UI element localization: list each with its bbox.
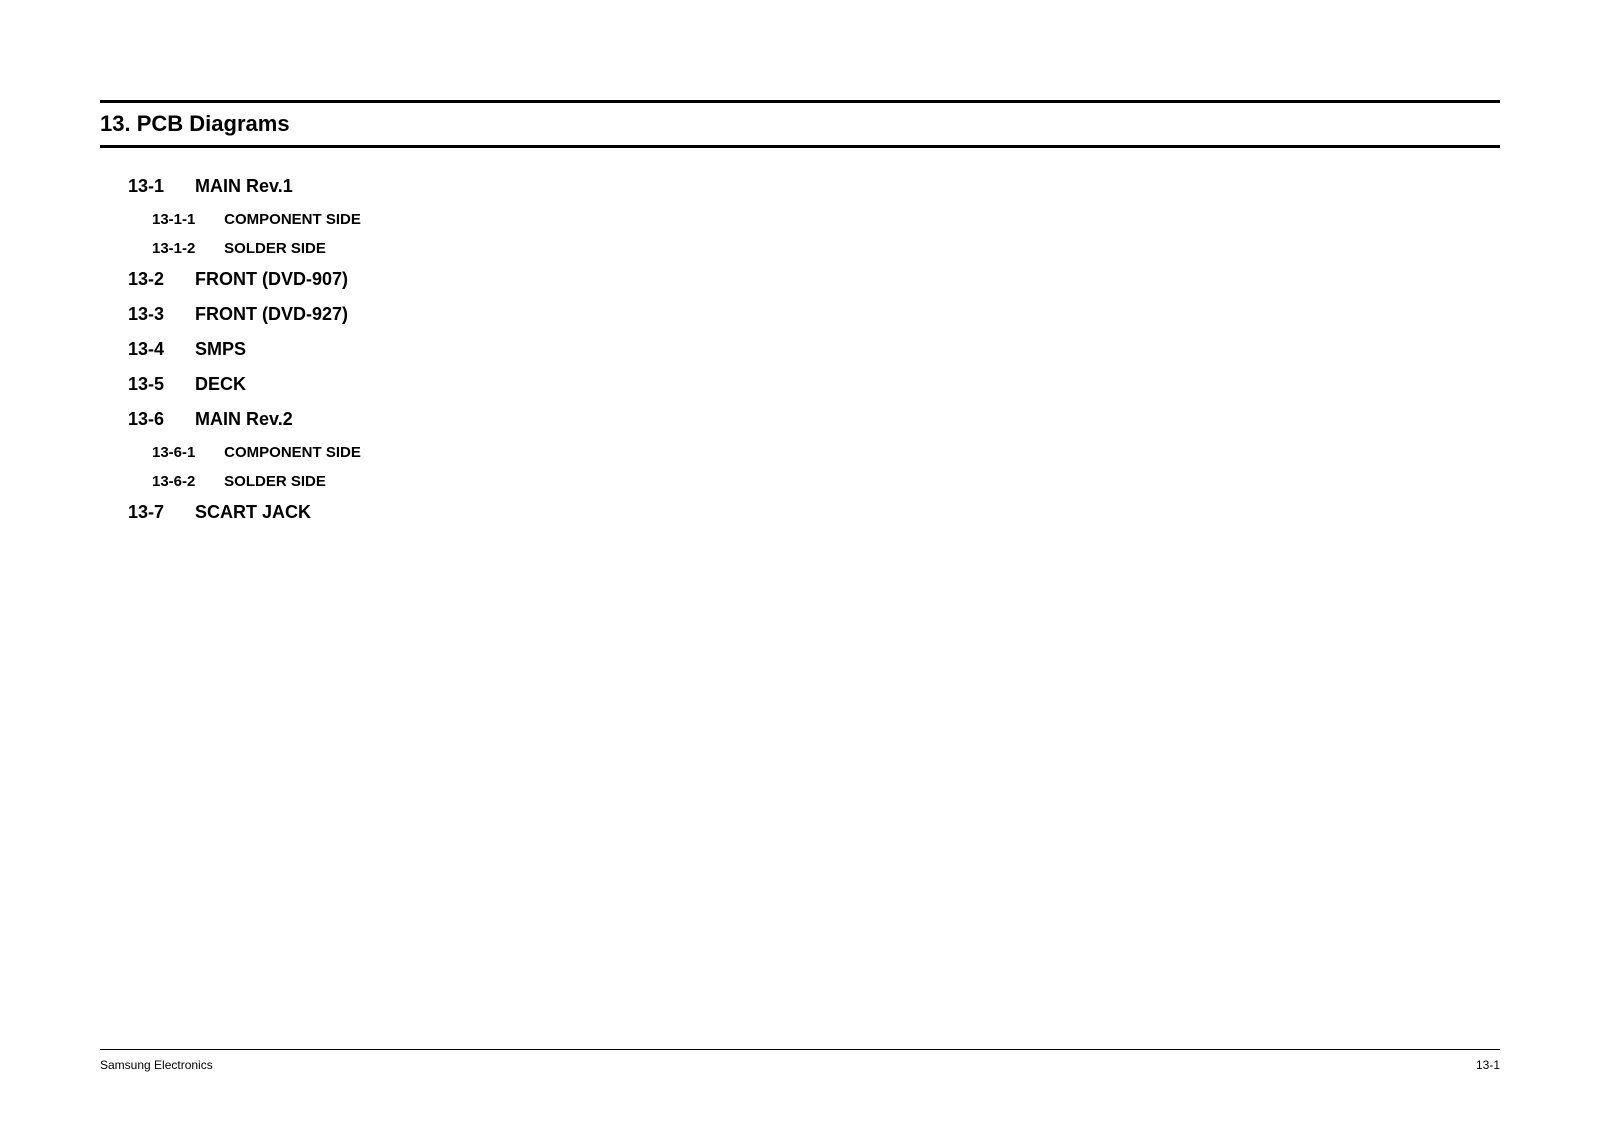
toc-item: 13-4 SMPS — [128, 339, 1500, 360]
toc-number: 13-7 — [128, 502, 190, 523]
toc-item: 13-5 DECK — [128, 374, 1500, 395]
toc-label: COMPONENT SIDE — [224, 444, 361, 461]
toc-item: 13-7 SCART JACK — [128, 502, 1500, 523]
toc-item: 13-3 FRONT (DVD-927) — [128, 304, 1500, 325]
toc-label: FRONT (DVD-927) — [195, 304, 348, 324]
footer-left: Samsung Electronics — [100, 1058, 213, 1072]
toc-number: 13-1 — [128, 176, 190, 197]
toc-number: 13-1-1 — [152, 211, 220, 228]
toc-subitem: 13-1-2 SOLDER SIDE — [128, 240, 1500, 257]
toc-label: SOLDER SIDE — [224, 240, 326, 257]
page-footer: Samsung Electronics 13-1 — [100, 1049, 1500, 1072]
section-number: 13. — [100, 111, 131, 136]
toc-subitem: 13-1-1 COMPONENT SIDE — [128, 211, 1500, 228]
toc-number: 13-1-2 — [152, 240, 220, 257]
toc-number: 13-2 — [128, 269, 190, 290]
toc-number: 13-4 — [128, 339, 190, 360]
toc-item: 13-2 FRONT (DVD-907) — [128, 269, 1500, 290]
toc-label: SOLDER SIDE — [224, 473, 326, 490]
document-page: 13. PCB Diagrams 13-1 MAIN Rev.1 13-1-1 … — [0, 0, 1600, 1132]
toc-item: 13-6 MAIN Rev.2 — [128, 409, 1500, 430]
toc-label: SCART JACK — [195, 502, 311, 522]
toc-label: MAIN Rev.1 — [195, 176, 293, 196]
toc-number: 13-6-1 — [152, 444, 220, 461]
section-title: 13. PCB Diagrams — [100, 103, 1500, 145]
toc-subitem: 13-6-2 SOLDER SIDE — [128, 473, 1500, 490]
toc-number: 13-5 — [128, 374, 190, 395]
section-title-text: PCB Diagrams — [137, 111, 290, 136]
toc-number: 13-6 — [128, 409, 190, 430]
toc-subitem: 13-6-1 COMPONENT SIDE — [128, 444, 1500, 461]
toc-item: 13-1 MAIN Rev.1 — [128, 176, 1500, 197]
footer-right: 13-1 — [1476, 1058, 1500, 1072]
toc-label: DECK — [195, 374, 246, 394]
toc-number: 13-6-2 — [152, 473, 220, 490]
toc-number: 13-3 — [128, 304, 190, 325]
footer-text-row: Samsung Electronics 13-1 — [100, 1050, 1500, 1072]
toc-label: MAIN Rev.2 — [195, 409, 293, 429]
toc-label: SMPS — [195, 339, 246, 359]
table-of-contents: 13-1 MAIN Rev.1 13-1-1 COMPONENT SIDE 13… — [100, 148, 1500, 523]
toc-label: FRONT (DVD-907) — [195, 269, 348, 289]
toc-label: COMPONENT SIDE — [224, 211, 361, 228]
